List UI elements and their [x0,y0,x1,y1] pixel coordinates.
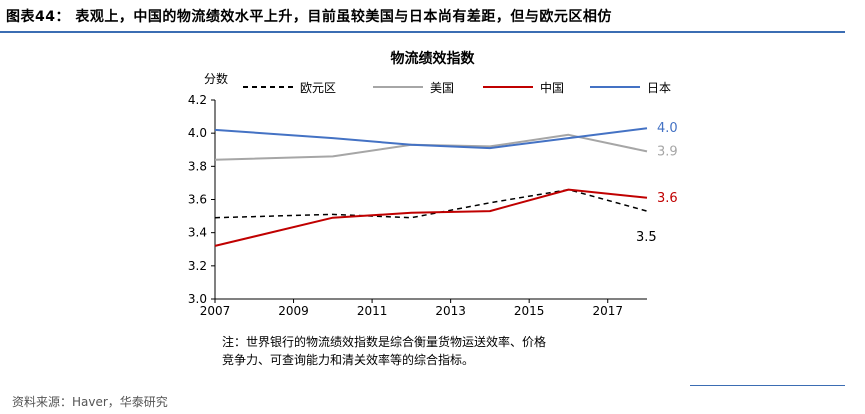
chart-title: 物流绩效指数 [390,51,475,67]
title-divider [0,31,845,33]
series-line-2 [214,133,648,161]
series-line-4 [214,127,648,150]
series-line-3 [214,188,648,247]
x-tick-label: 2015 [514,304,545,318]
x-tick-label: 2007 [200,304,231,318]
x-tick-label: 2011 [357,304,388,318]
legend-label-1: 欧元区 [300,81,336,95]
x-tick-label: 2017 [592,304,623,318]
figure-title: 图表44： 表观上，中国的物流绩效水平上升，目前虽较美国与日本尚有差距，但与欧元… [6,9,612,25]
legend-label-3: 中国 [540,80,564,95]
end-value-label-1: 4.0 [657,121,678,136]
x-tick-label: 2009 [278,304,309,318]
footer-divider [690,385,845,386]
x-tick-label: 2013 [435,304,466,318]
chart-note-line-2: 竞争力、可查询能力和清关效率等的综合指标。 [222,353,475,367]
source-text: 资料来源：Haver，华泰研究 [12,395,168,409]
chart-note-line-1: 注：世界银行的物流绩效指数是综合衡量货物运送效率、价格 [222,335,547,349]
y-tick-label: 3.2 [188,259,207,273]
y-tick-label: 3.4 [188,226,207,240]
end-value-label-4: 3.5 [636,230,657,245]
y-tick-label: 4.2 [188,93,207,107]
y-tick-label: 3.6 [188,193,207,207]
series-line-1 [214,188,648,219]
y-tick-label: 3.0 [188,292,207,306]
y-tick-label: 4.0 [188,126,207,140]
end-value-label-2: 3.9 [657,144,678,159]
y-tick-label: 3.8 [188,159,207,173]
legend-label-2: 美国 [430,81,454,95]
legend-label-4: 日本 [647,81,671,95]
end-value-label-3: 3.6 [657,191,678,206]
y-axis-label: 分数 [204,71,228,86]
